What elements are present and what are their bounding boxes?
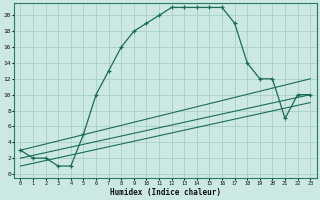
X-axis label: Humidex (Indice chaleur): Humidex (Indice chaleur) xyxy=(110,188,221,197)
